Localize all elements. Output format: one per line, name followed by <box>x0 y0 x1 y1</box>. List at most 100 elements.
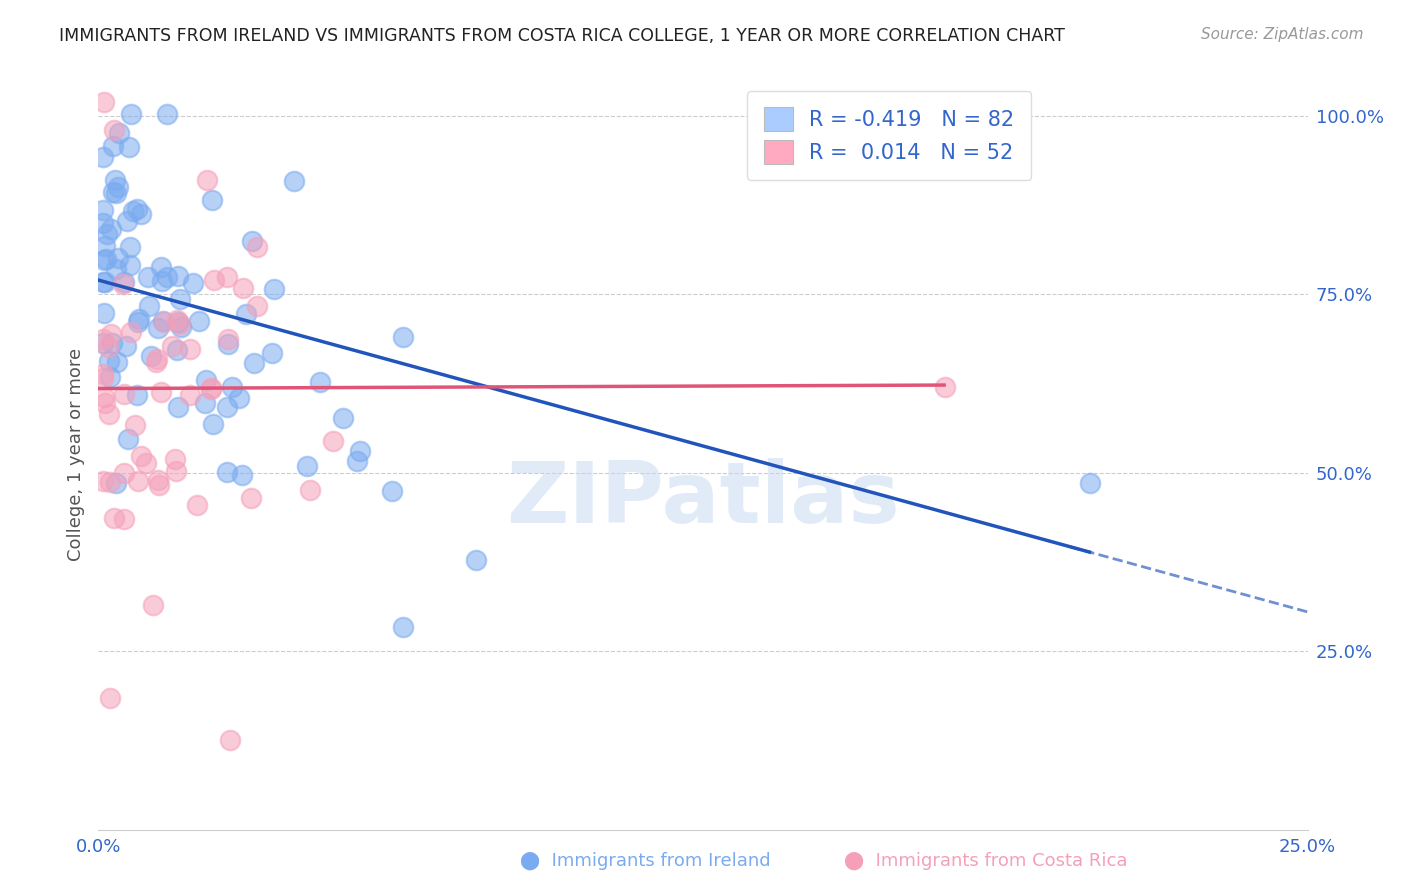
Point <box>260 346 283 360</box>
Point <box>392 329 415 343</box>
Point <box>112 386 135 401</box>
Point <box>94 239 117 253</box>
Point <box>217 332 239 346</box>
Point <box>219 732 242 747</box>
Point <box>201 193 224 207</box>
Point <box>138 298 160 312</box>
Point <box>263 283 285 297</box>
Point <box>91 216 114 230</box>
Point <box>112 466 135 480</box>
Point <box>100 326 122 341</box>
Point <box>107 355 129 369</box>
Point <box>148 473 170 487</box>
Point <box>243 356 266 370</box>
Point <box>246 300 269 314</box>
Point <box>100 335 122 350</box>
Point <box>240 234 263 248</box>
Point <box>118 240 141 254</box>
Point <box>120 107 142 121</box>
Point <box>179 342 201 356</box>
Point <box>91 332 114 346</box>
Text: ⬤  Immigrants from Costa Rica: ⬤ Immigrants from Costa Rica <box>844 851 1128 870</box>
Point <box>381 483 404 498</box>
Point <box>464 552 486 566</box>
Point <box>200 382 222 396</box>
Point <box>231 468 253 483</box>
Point <box>167 269 190 284</box>
Point <box>235 307 257 321</box>
Point <box>217 465 239 479</box>
Point <box>91 275 114 289</box>
Point <box>115 339 138 353</box>
Point <box>120 325 142 339</box>
Point <box>125 388 148 402</box>
Point <box>129 207 152 221</box>
Point <box>145 351 167 366</box>
Point <box>117 432 139 446</box>
Point <box>202 273 225 287</box>
Point <box>128 312 150 326</box>
Point <box>167 400 190 414</box>
Point <box>141 349 163 363</box>
Point <box>93 95 115 109</box>
Point <box>146 320 169 334</box>
Text: Source: ZipAtlas.com: Source: ZipAtlas.com <box>1201 27 1364 42</box>
Point <box>187 313 209 327</box>
Point <box>96 227 118 242</box>
Point <box>170 319 193 334</box>
Point <box>322 434 344 448</box>
Point <box>97 340 120 354</box>
Point <box>221 380 243 394</box>
Point <box>349 444 371 458</box>
Point <box>169 293 191 307</box>
Point <box>96 252 118 266</box>
Point <box>135 456 157 470</box>
Point <box>98 691 121 706</box>
Point <box>217 337 239 351</box>
Point <box>215 400 238 414</box>
Point <box>111 277 134 291</box>
Point <box>200 381 222 395</box>
Point <box>98 370 121 384</box>
Point <box>117 140 139 154</box>
Point <box>100 222 122 236</box>
Point <box>215 270 238 285</box>
Point <box>195 173 218 187</box>
Point <box>153 315 176 329</box>
Point <box>103 510 125 524</box>
Point <box>91 203 114 218</box>
Point <box>181 276 204 290</box>
Point <box>145 355 167 369</box>
Point <box>155 106 177 120</box>
Point <box>194 396 217 410</box>
Point <box>297 458 319 473</box>
Point <box>94 275 117 289</box>
Point <box>160 338 183 352</box>
Point <box>104 173 127 187</box>
Point <box>202 417 225 432</box>
Point <box>332 411 354 425</box>
Point <box>118 258 141 272</box>
Point <box>194 373 217 387</box>
Text: ⬤  Immigrants from Ireland: ⬤ Immigrants from Ireland <box>520 851 770 870</box>
Point <box>149 384 172 399</box>
Point <box>309 375 332 389</box>
Point <box>179 388 201 402</box>
Point <box>98 354 121 368</box>
Point <box>148 478 170 492</box>
Point <box>103 185 125 199</box>
Point <box>91 367 114 381</box>
Point <box>93 396 115 410</box>
Point <box>246 240 269 254</box>
Point <box>169 317 191 331</box>
Point <box>150 274 173 288</box>
Point <box>93 390 115 404</box>
Point <box>98 475 121 489</box>
Point <box>114 275 136 289</box>
Point <box>136 270 159 285</box>
Point <box>298 483 321 498</box>
Point <box>121 203 143 218</box>
Point <box>239 491 262 505</box>
Point <box>1078 476 1101 491</box>
Point <box>165 452 187 467</box>
